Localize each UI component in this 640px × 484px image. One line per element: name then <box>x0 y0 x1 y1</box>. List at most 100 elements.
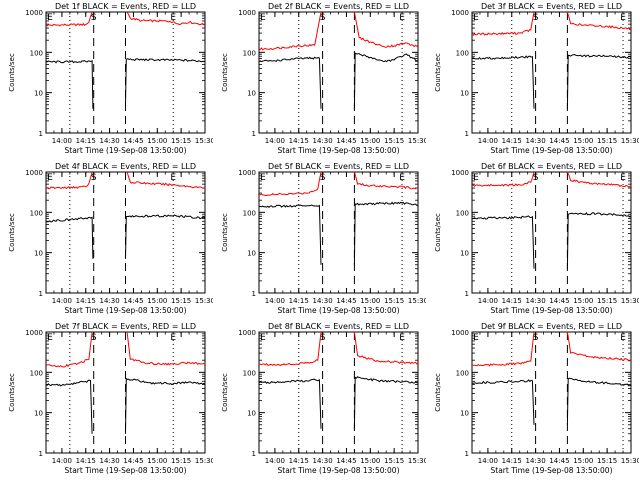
plot-frame <box>258 171 419 294</box>
y-tick-label: 100 <box>30 369 43 377</box>
x-tick-label: 14:30 <box>313 297 333 305</box>
time-marker: S <box>91 173 97 183</box>
y-tick-label: 10 <box>34 410 43 418</box>
x-axis-label: Start Time (19-Sep-08 13:50:00) <box>278 466 400 475</box>
y-axis-label: Counts/sec <box>434 53 442 92</box>
events-rate-line <box>258 204 322 265</box>
x-axis-label: Start Time (19-Sep-08 13:50:00) <box>65 146 187 155</box>
x-tick-label: 14:00 <box>52 457 72 465</box>
events-rate-line <box>258 378 322 429</box>
events-rate-line <box>353 52 419 109</box>
x-tick-label: 15:15 <box>384 297 404 305</box>
events-rate-line <box>566 212 632 269</box>
x-tick-label: 14:15 <box>76 137 96 145</box>
events-rate-line <box>566 53 632 109</box>
events-rate-line <box>353 201 419 265</box>
events-rate-line <box>258 56 322 109</box>
x-tick-label: 14:15 <box>502 137 522 145</box>
time-marker: E <box>399 13 405 23</box>
lld-rate-line <box>258 11 322 51</box>
events-rate-line <box>125 214 206 259</box>
x-tick-label: 14:15 <box>76 457 96 465</box>
time-marker: E <box>47 13 53 23</box>
time-marker: S <box>533 173 539 183</box>
detector-panel-2: Det 2f BLACK = Events, RED = LLD 1 10 100 10… <box>213 0 428 160</box>
x-tick-label: 14:45 <box>336 297 356 305</box>
lld-rate-line <box>353 11 419 48</box>
detector-chart-3: Det 3f BLACK = Events, RED = LLD 1 10 100 10… <box>434 2 640 155</box>
lld-rate-line <box>45 11 93 27</box>
time-marker: S <box>91 333 97 343</box>
events-rate-line <box>471 379 535 425</box>
y-tick-label: 1000 <box>25 9 43 17</box>
lld-rate-line <box>353 171 419 190</box>
events-rate-line <box>45 379 93 434</box>
time-marker: E <box>260 333 266 343</box>
time-marker: E <box>473 173 479 183</box>
detector-panel-6: Det 6f BLACK = Events, RED = LLD 1 10 100 10… <box>426 160 640 320</box>
y-axis-label: Counts/sec <box>434 373 442 412</box>
detector-panel-7: Det 7f BLACK = Events, RED = LLD 1 10 100 10… <box>0 320 215 480</box>
chart-title: Det 8f BLACK = Events, RED = LLD <box>268 322 409 331</box>
x-tick-label: 14:15 <box>289 297 309 305</box>
x-axis-label: Start Time (19-Sep-08 13:50:00) <box>65 466 187 475</box>
chart-title: Det 4f BLACK = Events, RED = LLD <box>55 162 196 171</box>
time-marker: S <box>533 333 539 343</box>
time-marker: E <box>620 13 626 23</box>
y-tick-label: 100 <box>456 209 469 217</box>
detector-chart-7: Det 7f BLACK = Events, RED = LLD 1 10 100 10… <box>8 322 215 475</box>
lld-rate-line <box>126 331 206 366</box>
chart-title: Det 9f BLACK = Events, RED = LLD <box>481 322 622 331</box>
y-axis-label: Counts/sec <box>8 213 16 252</box>
y-tick-label: 10 <box>247 90 256 98</box>
y-axis-label: Counts/sec <box>8 53 16 92</box>
y-tick-label: 1 <box>252 290 256 298</box>
detector-panel-5: Det 5f BLACK = Events, RED = LLD 1 10 100 10… <box>213 160 428 320</box>
events-rate-line <box>125 377 206 434</box>
chart-title: Det 2f BLACK = Events, RED = LLD <box>268 2 409 11</box>
y-tick-label: 10 <box>460 250 469 258</box>
lld-rate-line <box>258 171 322 196</box>
chart-title: Det 7f BLACK = Events, RED = LLD <box>55 322 196 331</box>
time-marker: E <box>170 173 176 183</box>
x-tick-label: 15:30 <box>408 457 426 465</box>
plot-frame <box>471 171 632 294</box>
detector-chart-6: Det 6f BLACK = Events, RED = LLD 1 10 100 10… <box>434 162 640 315</box>
x-tick-label: 14:15 <box>289 137 309 145</box>
y-tick-label: 100 <box>243 369 256 377</box>
x-axis-label: Start Time (19-Sep-08 13:50:00) <box>491 146 613 155</box>
time-marker: E <box>47 333 53 343</box>
x-tick-label: 14:00 <box>478 457 498 465</box>
lld-rate-line <box>472 331 535 367</box>
chart-title: Det 3f BLACK = Events, RED = LLD <box>481 2 622 11</box>
detector-panel-9: Det 9f BLACK = Events, RED = LLD 1 10 100 10… <box>426 320 640 480</box>
y-tick-label: 1 <box>39 290 43 298</box>
detector-chart-8: Det 8f BLACK = Events, RED = LLD 1 10 100 10… <box>221 322 428 475</box>
x-tick-label: 14:30 <box>100 137 120 145</box>
y-tick-label: 1000 <box>451 169 469 177</box>
x-tick-label: 15:15 <box>597 297 617 305</box>
y-tick-label: 1 <box>39 130 43 138</box>
x-tick-label: 14:30 <box>313 457 333 465</box>
x-tick-label: 14:45 <box>123 137 143 145</box>
y-tick-label: 100 <box>30 49 43 57</box>
x-tick-label: 15:00 <box>573 457 593 465</box>
time-marker: E <box>260 13 266 23</box>
time-marker: E <box>260 173 266 183</box>
plot-frame <box>471 11 632 134</box>
y-tick-label: 100 <box>243 49 256 57</box>
x-tick-label: 15:15 <box>384 457 404 465</box>
x-tick-label: 14:00 <box>265 297 285 305</box>
x-tick-label: 15:15 <box>597 457 617 465</box>
y-tick-label: 1 <box>39 450 43 458</box>
detector-panel-1: Det 1f BLACK = Events, RED = LLD 1 10 100 10… <box>0 0 215 160</box>
x-tick-label: 15:30 <box>621 137 639 145</box>
y-tick-label: 10 <box>460 90 469 98</box>
x-tick-label: 15:00 <box>147 457 167 465</box>
x-tick-label: 14:30 <box>526 137 546 145</box>
x-tick-label: 15:00 <box>360 137 380 145</box>
y-axis-label: Counts/sec <box>8 373 16 412</box>
x-tick-label: 15:30 <box>408 137 426 145</box>
y-tick-label: 1 <box>465 290 469 298</box>
detector-panel-8: Det 8f BLACK = Events, RED = LLD 1 10 100 10… <box>213 320 428 480</box>
